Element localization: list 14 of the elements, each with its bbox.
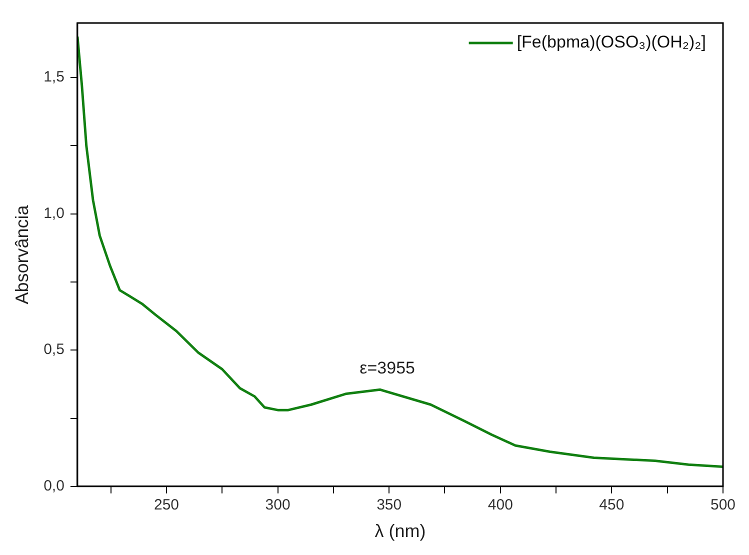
y-tick-label: 0,0 (44, 478, 64, 495)
x-tick-label: 500 (710, 496, 736, 514)
y-axis-title: Absorvância (12, 204, 32, 304)
x-tick-label: 350 (376, 496, 402, 514)
x-tick-label: 450 (599, 496, 624, 514)
y-tick-label: 0,5 (44, 341, 64, 358)
legend-label: [Fe(bpma)(OSO₃)(OH₂)₂] (516, 32, 706, 52)
y-tick-label: 1,5 (44, 68, 64, 86)
y-tick-label: 1,0 (44, 204, 64, 222)
x-tick-label: 400 (488, 496, 513, 514)
annotation: ε=3955 (360, 358, 415, 378)
x-tick-label: 300 (265, 496, 290, 514)
x-tick-label: 250 (154, 496, 180, 514)
x-axis-title: λ (nm) (374, 521, 426, 542)
